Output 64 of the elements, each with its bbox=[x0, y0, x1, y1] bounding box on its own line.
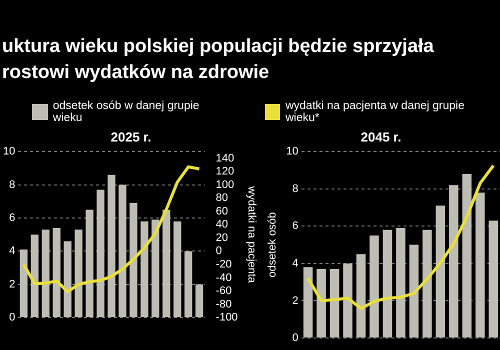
bar bbox=[422, 230, 432, 338]
legend-label: odsetek osób w danej grupie wieku bbox=[52, 100, 200, 124]
bar bbox=[52, 228, 60, 318]
bar bbox=[409, 244, 419, 338]
chart-subtitle: 2025 r. bbox=[110, 129, 152, 144]
legend-label: wydatki na pacjenta w danej grupie wieku* bbox=[285, 100, 466, 124]
bar bbox=[195, 284, 204, 318]
bar bbox=[303, 267, 313, 338]
y2-tick-label: -100 bbox=[216, 312, 238, 324]
bar bbox=[184, 251, 192, 318]
bar bbox=[316, 269, 326, 338]
y2-tick-label: 80 bbox=[216, 192, 228, 204]
bar bbox=[488, 220, 498, 338]
bar bbox=[462, 174, 472, 338]
bar bbox=[370, 235, 379, 338]
y2-tick-label: -60 bbox=[216, 285, 232, 298]
y-tick-label: 2 bbox=[292, 294, 298, 307]
y2-tick-label: 20 bbox=[216, 232, 228, 244]
y-tick-label: 10 bbox=[2, 146, 16, 158]
bar bbox=[20, 250, 28, 318]
bar bbox=[130, 203, 138, 318]
bar bbox=[449, 185, 458, 338]
y2-tick-label: -80 bbox=[216, 298, 232, 310]
chart-title: 2045 r. bbox=[360, 129, 402, 144]
bar bbox=[152, 220, 160, 318]
y-tick-label: 0 bbox=[9, 312, 16, 324]
bar bbox=[174, 221, 182, 318]
y-tick-label: 4 bbox=[292, 257, 298, 270]
y-tick-label: 10 bbox=[286, 146, 298, 158]
bar bbox=[42, 230, 50, 318]
bar bbox=[140, 221, 148, 318]
y2-tick-label: 60 bbox=[216, 205, 228, 218]
bar bbox=[86, 210, 94, 318]
y2-tick-label: 140 bbox=[216, 152, 234, 164]
y-tick-label: 8 bbox=[292, 182, 298, 195]
y-tick-label: 2 bbox=[9, 278, 16, 290]
bar bbox=[382, 230, 392, 338]
y2-tick-label: 40 bbox=[216, 218, 228, 231]
bar bbox=[476, 192, 485, 338]
bar bbox=[343, 263, 352, 338]
y2-tick-label: -20 bbox=[216, 258, 232, 271]
chart-title: uktura wieku polskiej populacji będzie sprzyjała rostowi wydatków na zdrowie bbox=[2, 35, 434, 85]
y-tick-label: 6 bbox=[9, 212, 16, 224]
y2-tick-label: 120 bbox=[216, 166, 234, 178]
y-tick-label: 4 bbox=[9, 245, 16, 258]
y-tick-label: 6 bbox=[292, 220, 298, 232]
bar bbox=[108, 174, 116, 318]
bar bbox=[162, 210, 170, 318]
y2-tick-label: -40 bbox=[216, 272, 232, 284]
y-axis-title: odsetek osób bbox=[266, 212, 279, 278]
bar bbox=[64, 241, 72, 318]
y2-tick-label: 100 bbox=[216, 178, 234, 191]
bar bbox=[118, 184, 126, 318]
bar bbox=[96, 190, 104, 318]
y-tick-label: 0 bbox=[292, 332, 298, 344]
bar bbox=[436, 206, 446, 338]
bar bbox=[330, 269, 340, 338]
y2-axis-title: wydatki na pacjenta bbox=[245, 185, 258, 284]
bar bbox=[74, 230, 82, 318]
bar bbox=[30, 234, 39, 318]
y-tick-label: 8 bbox=[9, 178, 16, 191]
bar bbox=[396, 228, 406, 338]
y2-tick-label: 0 bbox=[216, 245, 222, 258]
bar bbox=[356, 254, 366, 338]
